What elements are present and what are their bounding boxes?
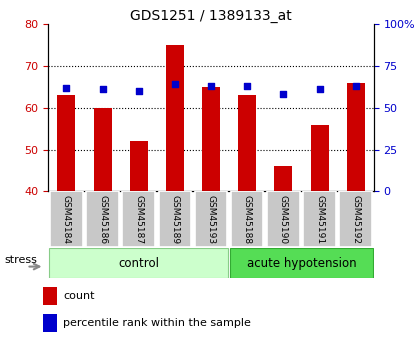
Bar xyxy=(166,45,184,191)
Bar xyxy=(195,191,227,247)
Point xyxy=(99,87,106,92)
Bar xyxy=(231,191,263,247)
Text: GSM45189: GSM45189 xyxy=(171,195,179,244)
Text: GSM45191: GSM45191 xyxy=(315,195,324,244)
Bar xyxy=(230,248,373,278)
Bar xyxy=(238,95,256,191)
Bar xyxy=(94,108,112,191)
Point xyxy=(135,88,142,94)
Point xyxy=(280,92,287,97)
Text: percentile rank within the sample: percentile rank within the sample xyxy=(63,318,251,328)
Bar xyxy=(86,191,119,247)
Text: GSM45187: GSM45187 xyxy=(134,195,143,244)
Bar xyxy=(123,191,155,247)
Bar xyxy=(50,191,83,247)
Point xyxy=(244,83,251,89)
Bar xyxy=(303,191,336,247)
Text: GSM45190: GSM45190 xyxy=(279,195,288,244)
Bar xyxy=(43,314,57,333)
Bar xyxy=(346,83,365,191)
Text: stress: stress xyxy=(5,255,38,265)
Bar xyxy=(43,287,57,305)
Text: acute hypotension: acute hypotension xyxy=(247,257,356,269)
Point xyxy=(316,87,323,92)
Text: GSM45192: GSM45192 xyxy=(351,195,360,244)
Text: count: count xyxy=(63,291,95,301)
Bar xyxy=(58,95,76,191)
Point xyxy=(63,85,70,90)
Bar xyxy=(202,87,220,191)
Text: GSM45188: GSM45188 xyxy=(243,195,252,244)
Text: GSM45193: GSM45193 xyxy=(207,195,215,244)
Point xyxy=(208,83,215,89)
Text: control: control xyxy=(118,257,159,269)
Title: GDS1251 / 1389133_at: GDS1251 / 1389133_at xyxy=(130,9,292,23)
Bar xyxy=(274,166,292,191)
Bar xyxy=(310,125,328,191)
Point xyxy=(171,82,178,87)
Bar xyxy=(49,248,228,278)
Bar xyxy=(130,141,148,191)
Bar xyxy=(159,191,191,247)
Point xyxy=(352,83,359,89)
Text: GSM45184: GSM45184 xyxy=(62,195,71,244)
Bar xyxy=(267,191,299,247)
Bar xyxy=(339,191,372,247)
Text: GSM45186: GSM45186 xyxy=(98,195,107,244)
